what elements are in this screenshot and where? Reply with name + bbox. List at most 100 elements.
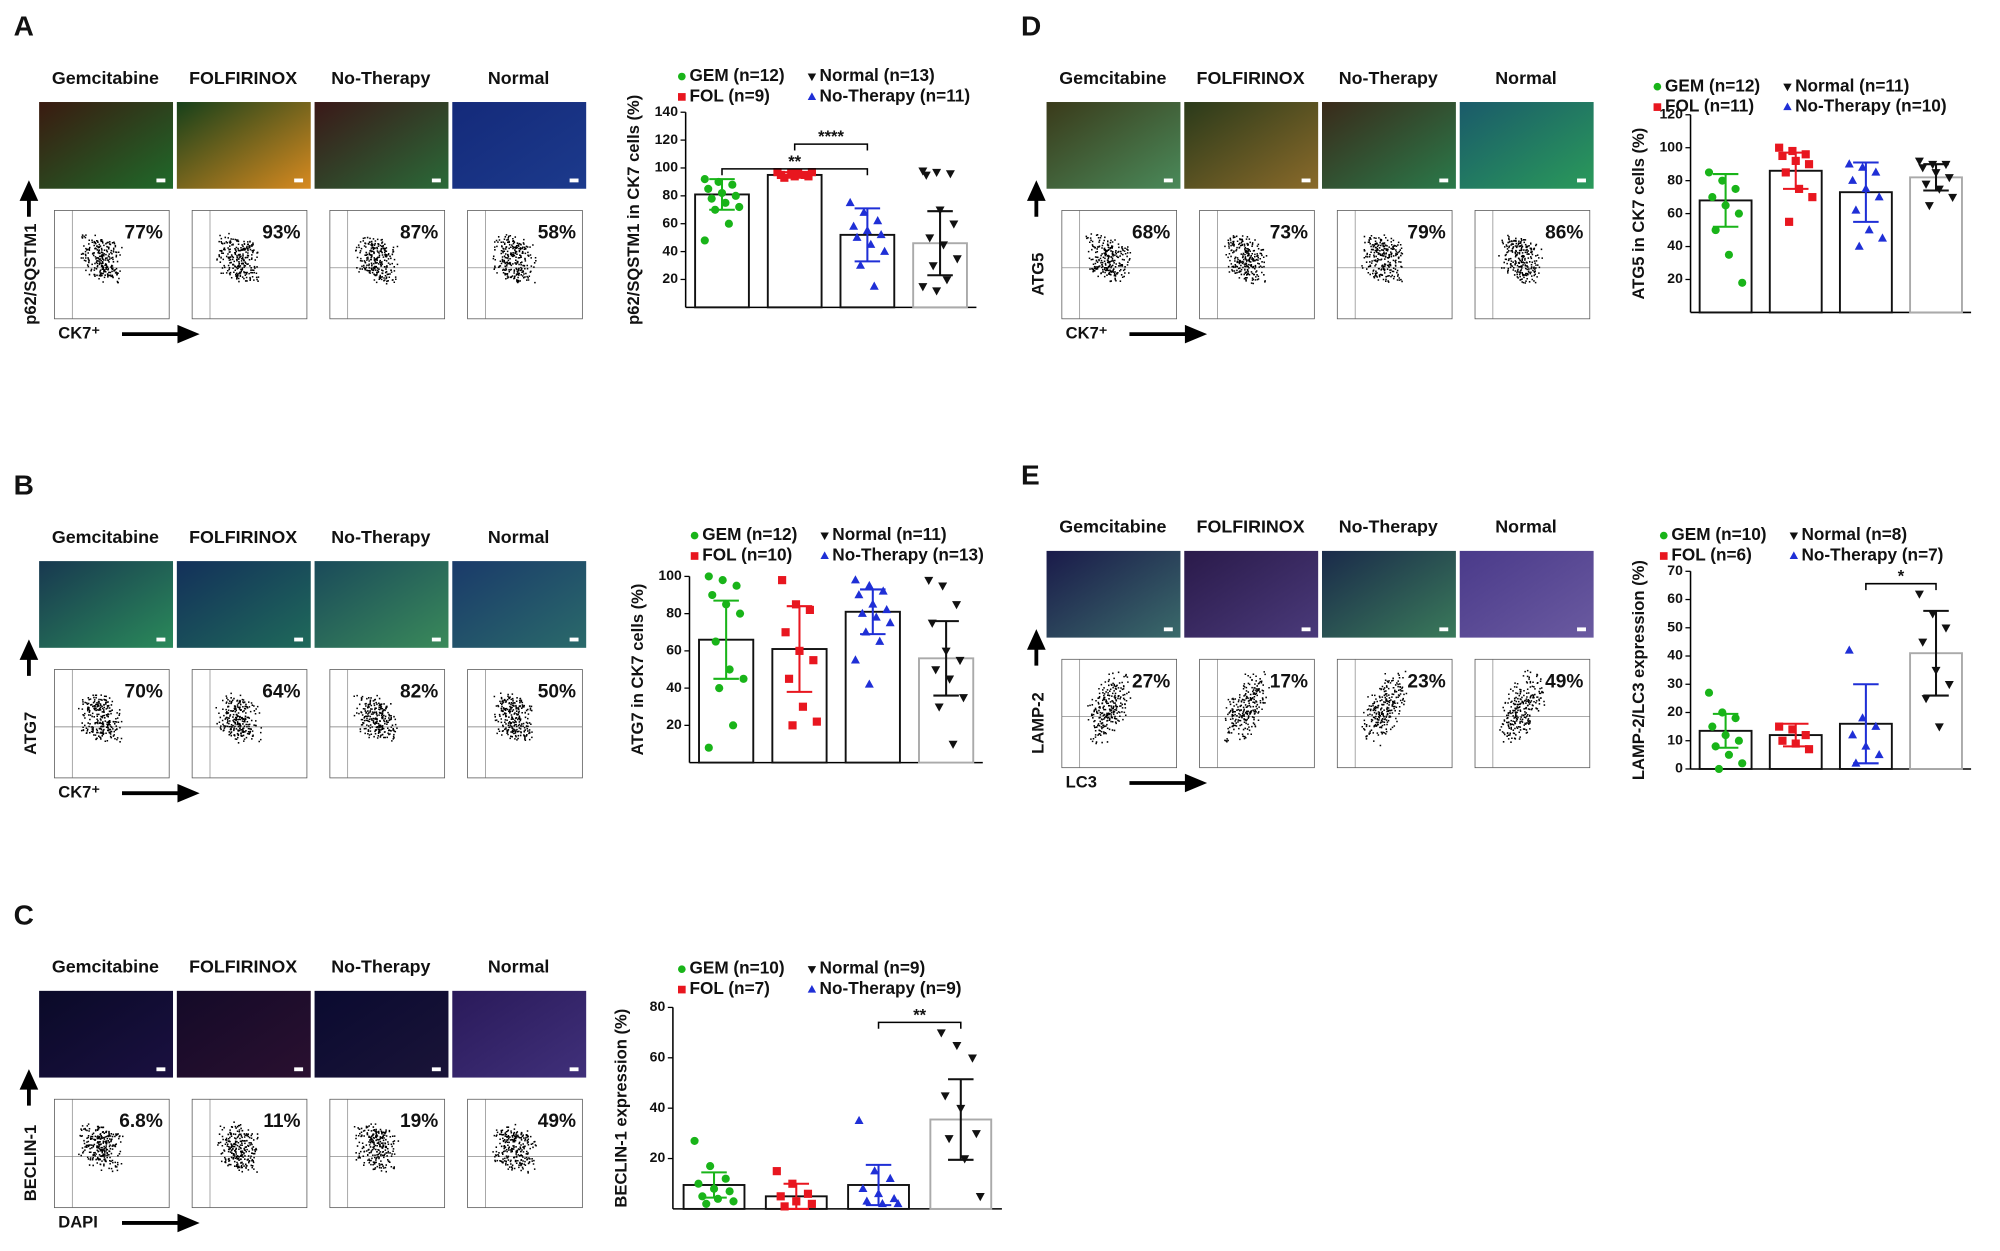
arrow — [19, 639, 39, 676]
micrograph — [39, 561, 174, 648]
data-point — [1871, 721, 1881, 730]
data-point — [936, 1029, 946, 1038]
legend-marker — [678, 985, 686, 994]
legend-label: Normal (n=11) — [832, 524, 946, 544]
y-tick-label: 60 — [1667, 590, 1683, 606]
legend-marker — [1653, 82, 1662, 91]
legend-label: FOL (n=7) — [689, 978, 769, 998]
panel: D Gemcitabine 68% FOLFIRINOX 73% No-Therapy 79… — [1021, 10, 1972, 344]
micrograph — [1184, 550, 1319, 638]
error-bar — [1712, 173, 1739, 228]
flow-plot — [191, 1098, 308, 1209]
data-point — [812, 717, 821, 726]
arrow — [122, 1213, 200, 1233]
data-point — [1928, 610, 1938, 619]
data-point — [1781, 168, 1790, 177]
data-point — [739, 674, 748, 683]
flow-plot — [1061, 210, 1178, 320]
data-point — [1924, 202, 1934, 211]
flow-events — [1499, 669, 1546, 743]
micrograph — [314, 102, 449, 189]
arrow — [1129, 773, 1208, 793]
flow-percent: 49% — [538, 1111, 576, 1132]
image-title: Normal — [1495, 68, 1556, 88]
data-point — [938, 582, 948, 591]
data-point — [878, 586, 888, 595]
scale-bar — [294, 1067, 304, 1072]
legend-label: Normal (n=9) — [820, 958, 926, 978]
data-point — [869, 281, 879, 290]
legend-label: GEM (n=10) — [689, 958, 784, 978]
legend-marker — [807, 73, 817, 82]
flow-percent: 86% — [1545, 222, 1583, 243]
arrow — [122, 783, 200, 803]
data-point — [729, 1197, 738, 1206]
data-point — [924, 576, 934, 586]
data-point — [704, 184, 713, 193]
flow-x-label: DAPI — [58, 1212, 98, 1231]
legend-label: GEM (n=12) — [689, 65, 784, 85]
micrograph — [1046, 102, 1181, 189]
data-point — [1724, 250, 1734, 259]
y-axis-label: p62/SQSTM1 in CK7 cells (%) — [624, 95, 643, 325]
micrograph — [452, 102, 587, 189]
legend-label: GEM (n=12) — [702, 524, 797, 544]
flow-events — [1087, 671, 1132, 745]
y-tick-label: 120 — [1659, 105, 1683, 121]
data-point — [1944, 680, 1954, 690]
data-point — [949, 220, 959, 229]
flow-percent: 23% — [1407, 671, 1445, 692]
data-point — [1711, 225, 1720, 235]
data-point — [721, 198, 730, 207]
image-title: Gemcitabine — [52, 68, 159, 88]
significance-bracket — [721, 168, 869, 176]
error-bar — [1782, 722, 1809, 748]
data-point — [939, 241, 948, 250]
y-axis-label: LAMP-2/LC3 expression (%) — [1629, 560, 1648, 780]
scale-bar — [1439, 178, 1449, 183]
y-tick-label: 40 — [666, 679, 682, 695]
data-point — [784, 674, 794, 683]
data-point — [1775, 722, 1784, 731]
data-point — [1734, 209, 1743, 218]
flow-events — [1224, 235, 1268, 285]
legend-marker — [1783, 83, 1792, 92]
data-point — [1738, 759, 1747, 768]
data-point — [706, 1162, 715, 1171]
legend-marker — [678, 93, 686, 101]
data-point — [945, 675, 955, 684]
data-point — [944, 1135, 954, 1144]
micrograph — [176, 990, 311, 1078]
flow-percent: 82% — [400, 681, 438, 702]
flow-events — [1361, 670, 1408, 747]
data-point — [713, 1194, 723, 1203]
y-tick-label: 30 — [1667, 675, 1683, 691]
y-axis-label: BECLIN-1 expression (%) — [611, 1009, 630, 1208]
data-point — [735, 609, 745, 618]
data-point — [932, 168, 942, 178]
scale-bar — [1163, 627, 1173, 632]
flow-plot — [1336, 210, 1453, 320]
micrograph — [176, 561, 311, 648]
flow-plot — [1474, 658, 1591, 769]
flow-y-label: LAMP-2 — [1028, 692, 1047, 754]
data-point — [918, 167, 928, 176]
error-bar — [783, 1182, 810, 1210]
legend-label: GEM (n=12) — [1665, 75, 1760, 95]
arrow — [19, 1069, 39, 1106]
y-tick-label: 60 — [662, 214, 678, 230]
y-tick-label: 60 — [650, 1049, 666, 1065]
data-point — [1708, 722, 1717, 731]
data-point — [781, 628, 790, 637]
data-point — [889, 1193, 899, 1203]
y-tick-label: 100 — [1659, 138, 1683, 154]
data-point — [952, 601, 962, 610]
panel: B Gemcitabine 70% FOLFIRINOX 64% No-Therapy 82… — [14, 470, 984, 803]
data-point — [893, 1198, 903, 1208]
data-point — [807, 168, 816, 177]
data-point — [1801, 150, 1810, 159]
flow-events — [1085, 233, 1132, 283]
error-bar — [786, 605, 813, 693]
arrow — [1026, 629, 1046, 666]
legend-marker — [820, 532, 829, 541]
